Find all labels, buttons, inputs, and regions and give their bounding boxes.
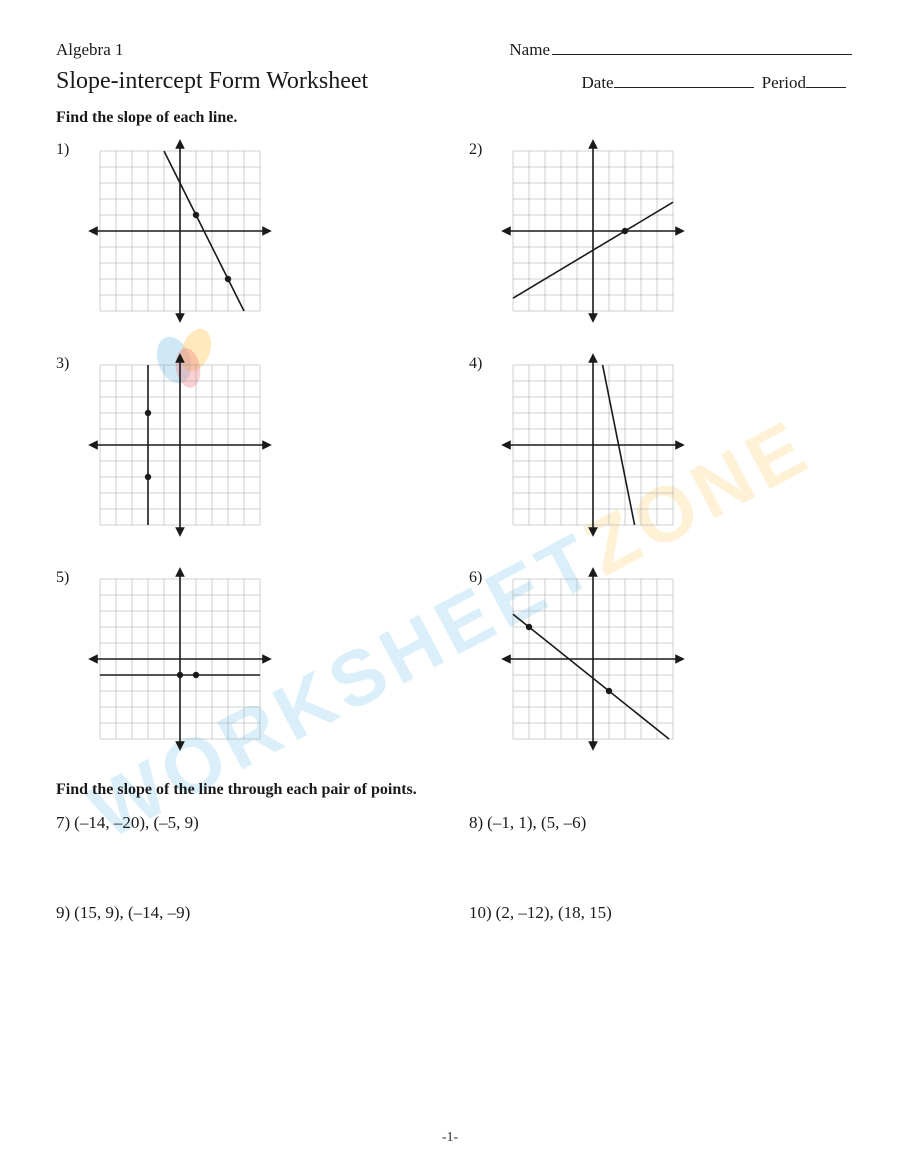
worksheet-title: Slope-intercept Form Worksheet: [56, 68, 368, 95]
coordinate-graph: [499, 137, 687, 325]
graph-problem: 6): [469, 565, 852, 753]
problem-points-text: (2, –12), (18, 15): [496, 903, 612, 922]
coordinate-graph: [499, 351, 687, 539]
problem-points-text: (–1, 1), (5, –6): [487, 813, 586, 832]
problem-points-text: (–14, –20), (–5, 9): [74, 813, 199, 832]
points-problem: 8)(–1, 1), (5, –6): [469, 813, 852, 833]
coordinate-graph: [499, 565, 687, 753]
graph-problem: 5): [56, 565, 439, 753]
period-label: Period: [762, 73, 806, 93]
coordinate-graph: [86, 565, 274, 753]
course-label: Algebra 1: [56, 40, 124, 60]
graph-problem: 4): [469, 351, 852, 539]
problem-number: 1): [56, 137, 86, 159]
problem-number: 4): [469, 351, 499, 373]
points-problem: 10)(2, –12), (18, 15): [469, 903, 852, 923]
graph-problem: 1): [56, 137, 439, 325]
problem-points-text: (15, 9), (–14, –9): [74, 903, 190, 922]
points-problem: 7)(–14, –20), (–5, 9): [56, 813, 439, 833]
graph-problem: 3): [56, 351, 439, 539]
problem-number: 6): [469, 565, 499, 587]
problem-number: 8): [469, 813, 483, 832]
problem-number: 9): [56, 903, 70, 922]
points-problem: 9)(15, 9), (–14, –9): [56, 903, 439, 923]
section1-instruction: Find the slope of each line.: [56, 109, 852, 127]
coordinate-graph: [86, 351, 274, 539]
date-label: Date: [582, 73, 614, 93]
name-blank-line[interactable]: [552, 36, 852, 55]
graph-problem: 2): [469, 137, 852, 325]
graph-problems-grid: 1) 2) 3) 4) 5) 6): [56, 137, 852, 753]
coordinate-graph: [86, 137, 274, 325]
page-footer: -1-: [0, 1130, 900, 1146]
name-field: Name: [509, 36, 852, 60]
problem-number: 7): [56, 813, 70, 832]
problem-number: 2): [469, 137, 499, 159]
period-blank-line[interactable]: [806, 69, 846, 88]
name-label: Name: [509, 40, 550, 60]
points-problems-grid: 7)(–14, –20), (–5, 9) 8)(–1, 1), (5, –6) 9…: [56, 813, 852, 923]
problem-number: 3): [56, 351, 86, 373]
problem-number: 5): [56, 565, 86, 587]
date-blank-line[interactable]: [614, 69, 754, 88]
section2-instruction: Find the slope of the line through each …: [56, 781, 852, 799]
problem-number: 10): [469, 903, 492, 922]
